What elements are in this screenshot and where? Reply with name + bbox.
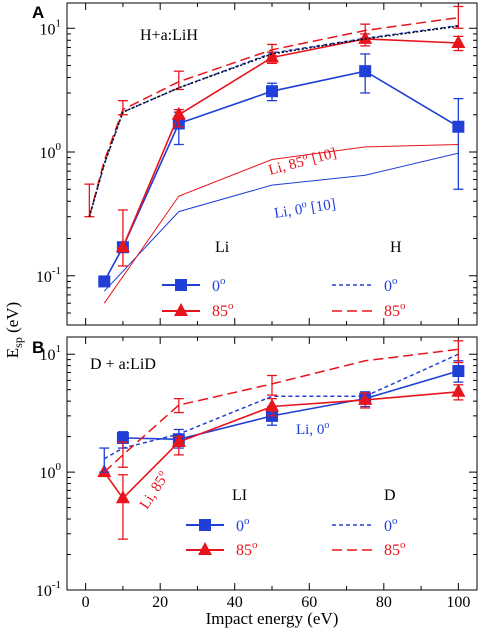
y-tick-label: 10-1 [36, 579, 61, 600]
y-tick-label: 101 [40, 343, 62, 364]
y-tick-label: 101 [40, 17, 62, 38]
panel-b-letter: B [32, 338, 44, 357]
series-line-d85 [103, 348, 459, 473]
legend-a-h0-label: 0o [384, 275, 398, 295]
legend-b-d85-label: 85o [384, 539, 406, 559]
series-line-hblack [88, 25, 459, 217]
legend-b-d0-label: 0o [384, 515, 398, 535]
data-point [115, 239, 130, 253]
panel-b-title: D + a:LiD [90, 356, 156, 373]
x-axis-title: Impact energy (eV) [206, 609, 339, 628]
x-tick-label: 0 [82, 594, 90, 611]
legend-a-heading-h: H [390, 239, 402, 256]
panel-b-note-li0: Li, 0o [296, 420, 329, 438]
y-axis-title: Esp (eV) [3, 302, 25, 358]
panel-a-letter: A [32, 3, 44, 22]
panel-a-note-li85ref: Li, 85o [10] [266, 143, 338, 178]
legend-a-li85-marker [174, 303, 188, 316]
legend-b-li0-marker [199, 519, 211, 531]
data-point [115, 490, 130, 504]
series-line-li85 [103, 391, 459, 500]
data-point [116, 431, 129, 444]
panel-a-note-li0ref: Li, 0o [10] [273, 194, 337, 221]
panel-a-series [84, 5, 466, 304]
x-axis-labels: 0 20 40 60 80 100 [82, 594, 471, 611]
x-tick-label: 40 [227, 594, 243, 611]
legend-a-heading-li: Li [215, 239, 230, 256]
legend-b-li85-marker [198, 542, 212, 555]
data-point [451, 35, 466, 49]
data-point [452, 365, 465, 378]
y-tick-label: 10-1 [36, 265, 61, 286]
x-tick-label: 100 [446, 594, 470, 611]
data-point [359, 65, 372, 78]
data-point [265, 398, 279, 412]
legend-b-li0-label: 0o [236, 515, 250, 535]
legend-b-li85-label: 85o [236, 539, 258, 559]
panel-a-title: H+a:LiH [140, 27, 198, 44]
panel-b-note-li85: Li, 85o [135, 468, 172, 512]
data-point [98, 275, 111, 288]
panel-a-legend: Li H 0o 85o 0o 85o [162, 239, 406, 320]
panel-a: A H+a:LiH 10-1 100 101 Li, 85o [10] Li, 0o… [32, 2, 478, 326]
panel-a-axis-ticks: 10-1 100 101 [36, 3, 477, 326]
y-tick-label: 100 [40, 141, 62, 162]
legend-a-li0-marker [175, 279, 187, 291]
x-tick-label: 80 [376, 594, 392, 611]
y-tick-label: 100 [40, 461, 62, 482]
series-line-li0 [103, 70, 459, 282]
series-line-li0ref [103, 152, 459, 292]
legend-a-li0-label: 0o [212, 275, 226, 295]
data-point [451, 383, 466, 397]
series-line-d0 [103, 353, 459, 460]
data-point [266, 85, 278, 98]
data-point [171, 434, 186, 448]
data-point [358, 391, 373, 405]
data-point [171, 106, 186, 120]
panel-b-axis-ticks: 10-1 100 101 [36, 337, 477, 600]
panel-b-legend: LI D 0o 85o 0o 85o [186, 487, 406, 559]
series-line-h85 [88, 16, 459, 217]
x-tick-label: 60 [301, 594, 317, 611]
legend-a-h85-label: 85o [384, 300, 406, 320]
series-line-li85ref [103, 144, 459, 304]
panel-b-series [97, 340, 466, 540]
x-tick-label: 20 [152, 594, 168, 611]
legend-b-heading-li: LI [232, 487, 247, 504]
legend-a-li85-label: 85o [212, 300, 234, 320]
panel-b: B D + a:LiD 10-1 100 101 Li, 0o Li, 85o LI… [32, 336, 478, 600]
data-point [452, 120, 465, 133]
legend-b-heading-d: D [384, 487, 396, 504]
